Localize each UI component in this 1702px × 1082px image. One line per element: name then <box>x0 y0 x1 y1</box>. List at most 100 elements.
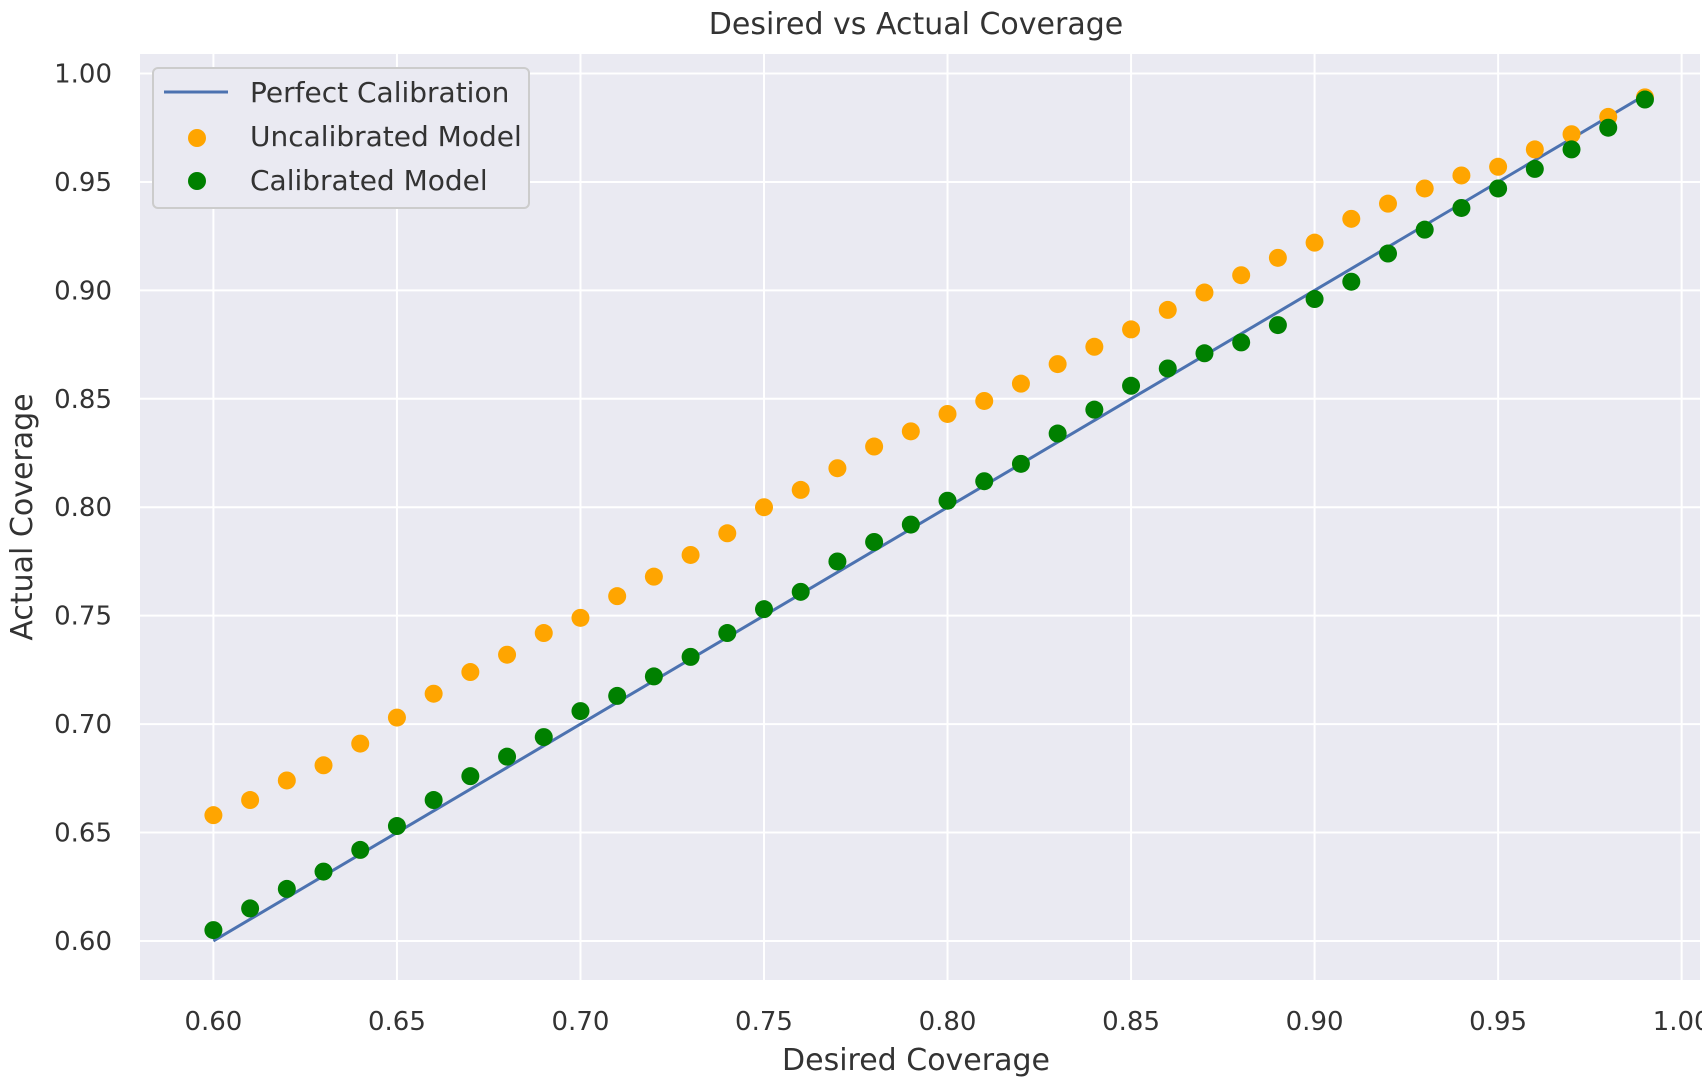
uncalibrated-point <box>277 771 296 790</box>
uncalibrated-point <box>1452 166 1471 185</box>
uncalibrated-point <box>608 587 627 606</box>
x-tick-label: 0.65 <box>368 1007 426 1037</box>
perfect-calibration-line-segment <box>212 93 1646 943</box>
uncalibrated-point <box>975 391 994 410</box>
legend-label-perfect-calibration: Perfect Calibration <box>250 76 509 109</box>
uncalibrated-point <box>1489 157 1508 176</box>
y-tick-labels: 0.60 0.65 0.70 0.75 0.80 0.85 0.90 0.95 1.00 <box>54 60 112 957</box>
calibrated-point <box>1011 454 1030 473</box>
calibrated-point <box>828 552 847 571</box>
calibrated-point <box>1122 376 1141 395</box>
y-tick-label: 0.65 <box>54 819 112 849</box>
calibrated-point <box>1452 198 1471 217</box>
calibrated-point <box>387 817 406 836</box>
y-tick-label: 0.60 <box>54 927 112 957</box>
uncalibrated-point <box>351 734 370 753</box>
x-tick-label: 1.00 <box>1653 1007 1702 1037</box>
uncalibrated-point <box>681 545 700 564</box>
calibrated-point <box>718 624 737 643</box>
uncalibrated-point <box>718 524 737 543</box>
calibrated-point <box>938 491 957 510</box>
uncalibrated-point <box>1562 125 1581 144</box>
calibrated-point <box>1085 400 1104 419</box>
calibrated-point <box>424 791 443 810</box>
uncalibrated-point <box>644 567 663 586</box>
calibrated-point <box>1525 159 1544 178</box>
chart-title: Desired vs Actual Coverage <box>709 7 1123 42</box>
uncalibrated-point <box>1122 320 1141 339</box>
x-tick-label: 0.90 <box>1286 1007 1344 1037</box>
uncalibrated-point <box>1048 355 1067 374</box>
x-axis-label: Desired Coverage <box>782 1043 1050 1078</box>
uncalibrated-point <box>901 422 920 441</box>
uncalibrated-point <box>204 806 223 825</box>
x-tick-label: 0.75 <box>735 1007 793 1037</box>
x-tick-label: 0.95 <box>1469 1007 1527 1037</box>
uncalibrated-point <box>1415 179 1434 198</box>
calibrated-point <box>314 862 333 881</box>
calibrated-point <box>901 515 920 534</box>
calibrated-point <box>1232 333 1251 352</box>
calibrated-point <box>1635 90 1654 109</box>
calibrated-point <box>608 686 627 705</box>
calibrated-point <box>204 921 223 940</box>
calibrated-point <box>1342 272 1361 291</box>
x-tick-label: 0.70 <box>552 1007 610 1037</box>
uncalibrated-point <box>534 624 553 643</box>
y-axis-label: Actual Coverage <box>5 393 40 640</box>
calibrated-point <box>791 582 810 601</box>
legend-label-calibrated: Calibrated Model <box>250 164 488 197</box>
y-tick-label: 0.75 <box>54 602 112 632</box>
calibrated-point <box>1489 179 1508 198</box>
y-tick-label: 0.80 <box>54 493 112 523</box>
calibrated-point <box>755 600 773 619</box>
calibrated-point <box>681 647 700 666</box>
uncalibrated-point <box>241 791 260 810</box>
uncalibrated-point <box>1232 266 1251 285</box>
uncalibrated-point <box>1268 248 1287 267</box>
legend-box <box>152 67 530 209</box>
uncalibrated-point <box>498 645 517 664</box>
calibrated-point <box>498 747 517 766</box>
uncalibrated-point <box>571 608 590 627</box>
x-tick-label: 0.85 <box>1102 1007 1160 1037</box>
calibrated-point <box>1599 118 1618 137</box>
y-tick-label: 0.90 <box>54 276 112 306</box>
uncalibrated-point <box>1305 233 1324 252</box>
y-tick-label: 0.70 <box>54 710 112 740</box>
y-tick-label: 0.95 <box>54 168 112 198</box>
x-tick-labels: 0.60 0.65 0.70 0.75 0.80 0.85 0.90 0.95 1.00 <box>184 1007 1702 1037</box>
calibrated-point <box>571 702 590 721</box>
scatter-points <box>204 88 1654 940</box>
uncalibrated-point <box>1342 209 1361 228</box>
calibrated-point <box>975 472 994 491</box>
uncalibrated-point <box>424 684 443 703</box>
uncalibrated-point <box>1525 140 1544 159</box>
calibrated-point <box>277 879 296 898</box>
uncalibrated-point <box>1085 337 1104 356</box>
calibrated-point <box>1195 344 1214 363</box>
x-tick-label: 0.80 <box>919 1007 977 1037</box>
calibrated-point <box>1268 316 1287 335</box>
x-tick-label: 0.60 <box>184 1007 242 1037</box>
calibrated-point <box>241 899 260 918</box>
perfect-calibration-line <box>212 93 1646 943</box>
uncalibrated-point <box>1011 374 1030 393</box>
calibrated-point <box>1562 140 1581 159</box>
uncalibrated-point <box>828 459 847 478</box>
calibrated-point <box>1158 359 1177 378</box>
uncalibrated-point <box>865 437 884 456</box>
legend-label-uncalibrated: Uncalibrated Model <box>250 120 522 153</box>
grid-lines <box>140 54 1700 980</box>
uncalibrated-point <box>1379 194 1397 213</box>
uncalibrated-point <box>314 756 333 775</box>
legend-swatch-calibrated <box>188 172 206 190</box>
uncalibrated-point <box>791 480 810 499</box>
uncalibrated-point <box>461 663 480 682</box>
calibrated-point <box>1415 220 1434 239</box>
calibrated-point <box>1305 290 1324 309</box>
legend: Perfect Calibration Uncalibrated Model C… <box>152 67 530 209</box>
uncalibrated-point <box>755 498 773 517</box>
calibrated-point <box>865 532 884 551</box>
